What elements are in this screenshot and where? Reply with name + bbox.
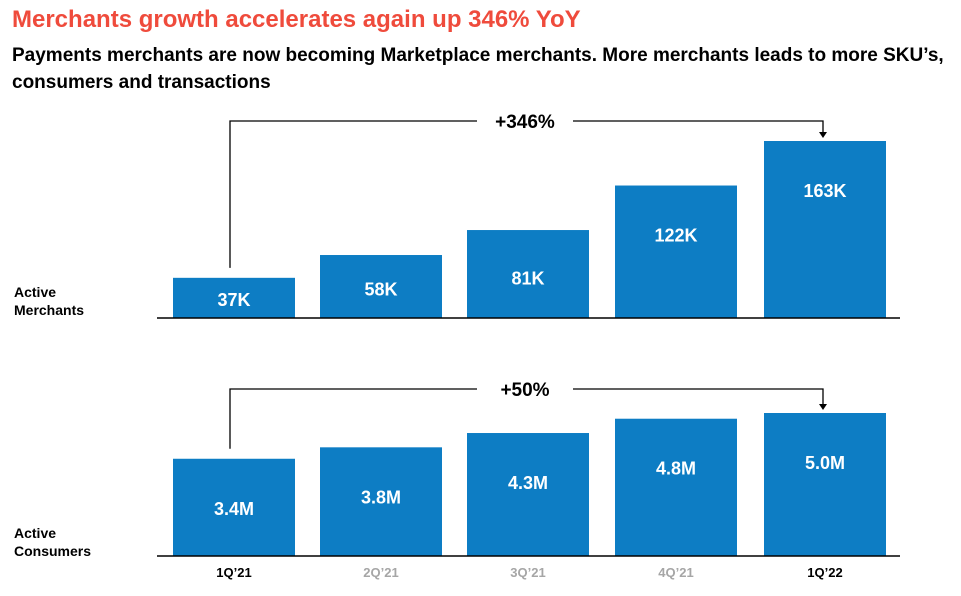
merchants-bar-label: 122K [654, 226, 697, 246]
page-subtitle: Payments merchants are now becoming Mark… [12, 45, 944, 93]
consumers-connector-arrow-icon [819, 404, 827, 410]
consumers-bar [615, 418, 737, 556]
merchants-bar [764, 141, 886, 318]
consumers-growth-annotation: +50% [500, 380, 549, 401]
merchants-growth-annotation: +346% [495, 112, 555, 133]
consumers-connector-right [573, 388, 824, 404]
merchants-bar [320, 255, 442, 318]
row-label-consumers: Active Consumers [14, 524, 91, 560]
x-tick-label: 4Q’21 [658, 565, 693, 580]
page-title: Merchants growth accelerates again up 34… [12, 6, 581, 33]
consumers-bar-label: 3.8M [361, 487, 401, 507]
x-tick-label: 2Q’21 [363, 565, 398, 580]
merchants-bar [615, 185, 737, 318]
merchants-connector-right [573, 120, 824, 132]
consumers-bar-label: 5.0M [805, 453, 845, 473]
consumers-connector-left [229, 388, 477, 449]
merchants-bar [467, 230, 589, 318]
consumers-bar [764, 413, 886, 556]
consumers-bar [467, 433, 589, 556]
consumers-bar-label: 4.3M [508, 473, 548, 493]
x-tick-label: 1Q’21 [216, 565, 251, 580]
row-label-merchants-line2: Merchants [14, 302, 85, 318]
consumers-bar [173, 458, 295, 556]
consumers-bar-label: 3.4M [214, 499, 254, 519]
row-label-consumers-line2: Consumers [14, 543, 92, 559]
merchants-bar-label: 37K [217, 290, 250, 310]
merchants-bar-label: 81K [511, 268, 544, 288]
merchants-connector-left [229, 120, 477, 268]
row-label-merchants: Active Merchants [14, 283, 84, 319]
merchants-bar-label: 163K [803, 181, 846, 201]
x-tick-label: 1Q’22 [807, 565, 842, 580]
x-tick-label: 3Q’21 [510, 565, 545, 580]
merchants-bar [173, 277, 295, 318]
row-label-merchants-line1: Active [14, 284, 57, 300]
consumers-bar [320, 447, 442, 556]
consumers-bar-label: 4.8M [656, 459, 696, 479]
row-label-consumers-line1: Active [14, 525, 57, 541]
merchants-bar-label: 58K [364, 280, 397, 300]
merchants-connector-arrow-icon [819, 132, 827, 138]
